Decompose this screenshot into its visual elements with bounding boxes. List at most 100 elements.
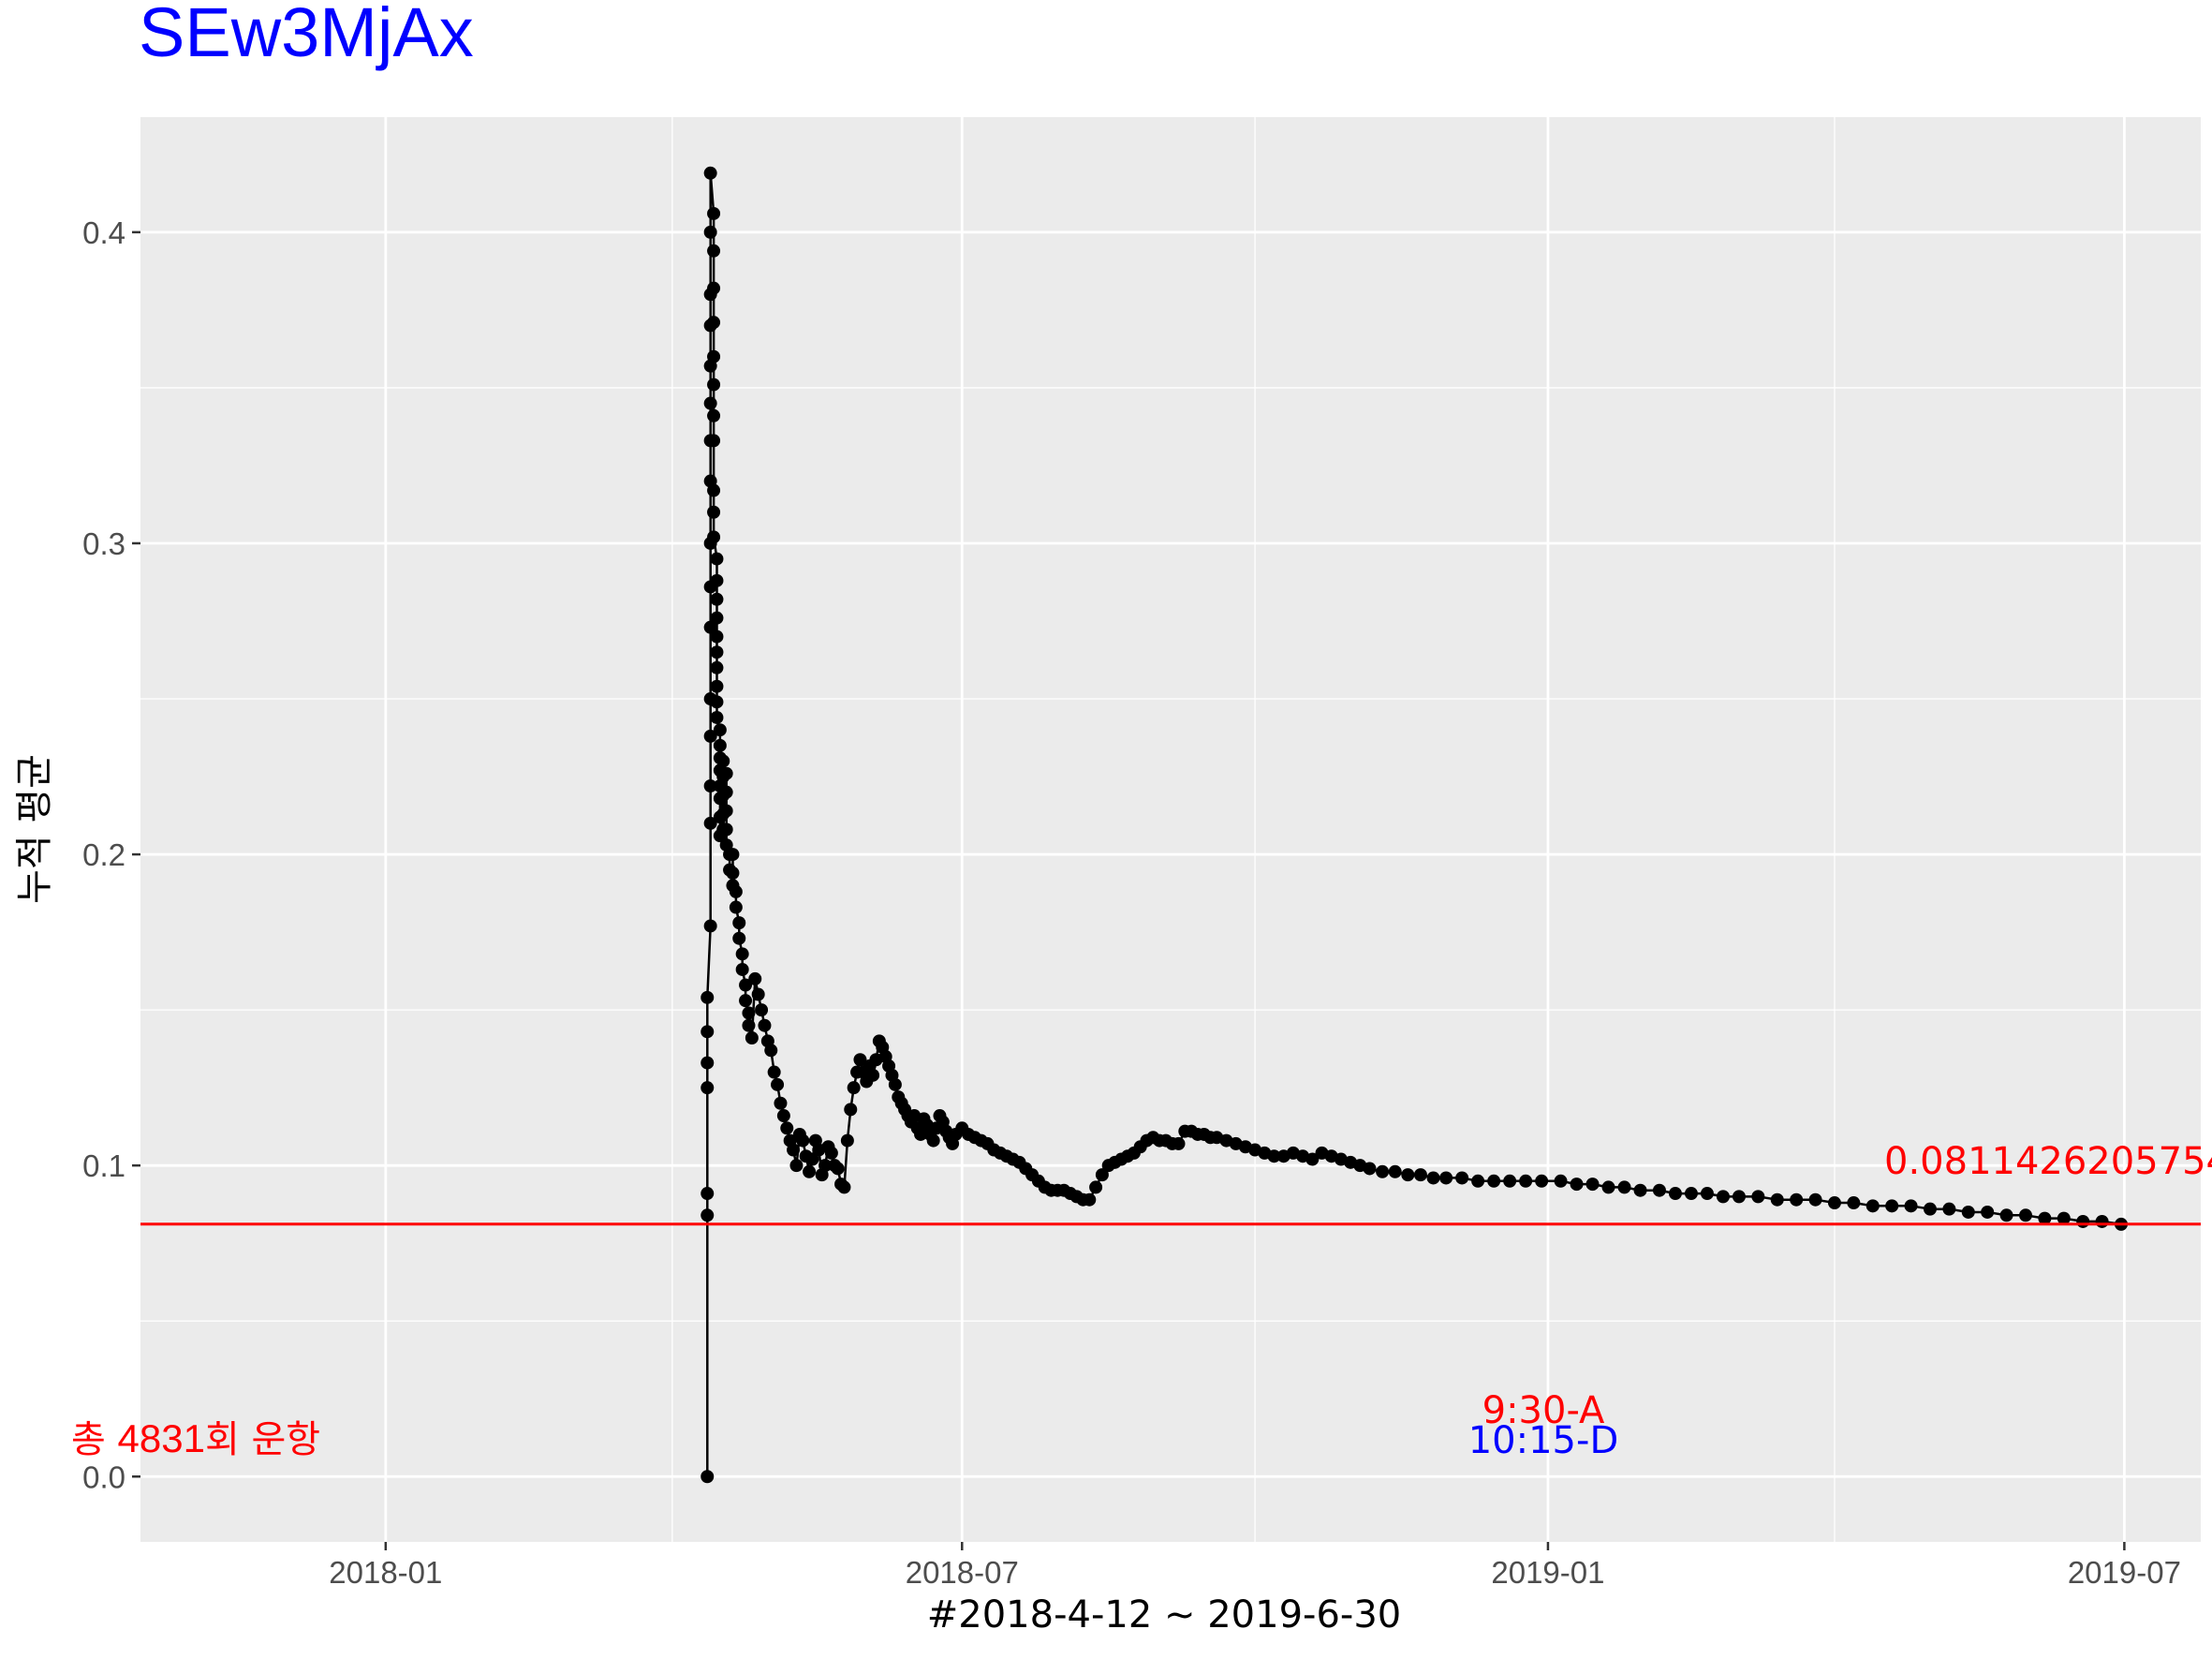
data-point bbox=[1388, 1164, 1402, 1178]
data-point bbox=[2057, 1211, 2071, 1225]
data-point bbox=[1961, 1205, 1975, 1219]
data-point bbox=[1519, 1174, 1533, 1188]
data-point bbox=[719, 785, 733, 799]
x-tick-label: 2019-01 bbox=[1491, 1555, 1604, 1590]
y-tick-label: 0.4 bbox=[82, 215, 125, 250]
data-point bbox=[1700, 1187, 1714, 1201]
data-point bbox=[700, 1025, 715, 1039]
data-point bbox=[1455, 1171, 1469, 1185]
data-point bbox=[1413, 1168, 1427, 1182]
data-point bbox=[710, 660, 724, 674]
mean-value-label: 0.08114262057545 bbox=[1884, 1140, 2212, 1183]
y-tick-label: 0.1 bbox=[82, 1148, 125, 1183]
y-tick-label: 0.3 bbox=[82, 526, 125, 561]
data-point bbox=[707, 316, 721, 330]
data-point bbox=[710, 573, 724, 587]
data-point bbox=[703, 729, 717, 743]
data-point bbox=[831, 1162, 845, 1176]
data-point bbox=[716, 754, 730, 768]
data-point bbox=[739, 978, 753, 992]
data-point bbox=[700, 1056, 715, 1070]
data-point bbox=[1172, 1136, 1186, 1150]
data-point bbox=[1570, 1178, 1584, 1192]
axis-ticks: 0.0 0.1 0.2 0.3 0.4 2018-01 2018-07 2019-01 2019… bbox=[82, 215, 2181, 1590]
data-point bbox=[1668, 1187, 1682, 1201]
data-point bbox=[1808, 1192, 1822, 1207]
data-point bbox=[2076, 1214, 2090, 1228]
data-point bbox=[853, 1053, 867, 1067]
arrival-time-label: 9:30-A bbox=[1482, 1389, 1605, 1432]
data-point bbox=[707, 244, 721, 258]
data-point bbox=[1095, 1168, 1109, 1182]
data-point bbox=[1790, 1192, 1804, 1207]
data-point bbox=[1770, 1192, 1784, 1207]
data-point bbox=[719, 822, 733, 837]
data-point bbox=[803, 1164, 817, 1178]
y-tick-label: 0.2 bbox=[82, 837, 125, 872]
data-point bbox=[776, 1109, 790, 1123]
data-point bbox=[1376, 1164, 1390, 1178]
flight-count-prefix: 총 bbox=[71, 1418, 118, 1461]
data-point bbox=[1617, 1180, 1631, 1194]
data-point bbox=[703, 919, 717, 933]
data-point bbox=[1083, 1192, 1097, 1207]
data-point bbox=[703, 816, 717, 830]
data-point bbox=[789, 1159, 804, 1173]
data-point bbox=[710, 695, 724, 709]
data-point bbox=[1601, 1180, 1615, 1194]
data-point bbox=[1267, 1149, 1281, 1163]
data-point bbox=[719, 766, 733, 780]
data-point bbox=[726, 866, 740, 880]
data-point bbox=[780, 1121, 794, 1135]
y-tick-label: 0.0 bbox=[82, 1459, 125, 1494]
data-point bbox=[1585, 1178, 1600, 1192]
x-tick-label: 2018-01 bbox=[329, 1555, 442, 1590]
data-point bbox=[707, 378, 721, 392]
data-point bbox=[707, 206, 721, 220]
data-point bbox=[719, 804, 733, 818]
flight-count-suffix: 회 운항 bbox=[205, 1418, 320, 1461]
data-point bbox=[735, 962, 749, 976]
data-point bbox=[710, 552, 724, 566]
data-point bbox=[1684, 1187, 1698, 1201]
data-point bbox=[840, 1133, 854, 1148]
data-point bbox=[703, 396, 717, 410]
data-point bbox=[700, 1081, 715, 1095]
data-point bbox=[703, 779, 717, 793]
data-point bbox=[1904, 1199, 1918, 1213]
data-point bbox=[745, 1031, 759, 1045]
data-point bbox=[710, 710, 724, 724]
data-point bbox=[926, 1133, 940, 1148]
data-point bbox=[888, 1077, 902, 1091]
data-point bbox=[713, 723, 727, 737]
data-point bbox=[700, 990, 715, 1004]
data-point bbox=[707, 281, 721, 295]
data-point bbox=[713, 738, 727, 752]
data-point bbox=[824, 1146, 838, 1160]
data-point bbox=[847, 1081, 861, 1095]
data-point bbox=[1885, 1199, 1899, 1213]
data-point bbox=[2038, 1211, 2052, 1225]
data-point bbox=[1942, 1202, 1956, 1216]
data-point bbox=[739, 994, 753, 1008]
data-point bbox=[726, 848, 740, 862]
x-axis-title: #2018-4-12 ~ 2019-6-30 bbox=[927, 1593, 1401, 1637]
data-point bbox=[1716, 1190, 1730, 1204]
chart-title: SEw3MjAx bbox=[139, 0, 474, 71]
data-point bbox=[707, 408, 721, 422]
data-point bbox=[751, 987, 765, 1001]
data-point bbox=[1999, 1208, 2013, 1222]
data-point bbox=[707, 505, 721, 519]
data-point bbox=[1363, 1162, 1377, 1176]
data-point bbox=[787, 1143, 801, 1157]
plot-panel bbox=[140, 117, 2201, 1542]
data-point bbox=[844, 1103, 858, 1117]
data-point bbox=[1827, 1196, 1841, 1210]
data-point bbox=[1847, 1196, 1861, 1210]
data-point bbox=[707, 349, 721, 363]
data-point bbox=[710, 611, 724, 625]
data-point bbox=[710, 645, 724, 659]
data-point bbox=[1732, 1190, 1746, 1204]
data-point bbox=[710, 679, 724, 693]
data-point bbox=[1751, 1190, 1765, 1204]
